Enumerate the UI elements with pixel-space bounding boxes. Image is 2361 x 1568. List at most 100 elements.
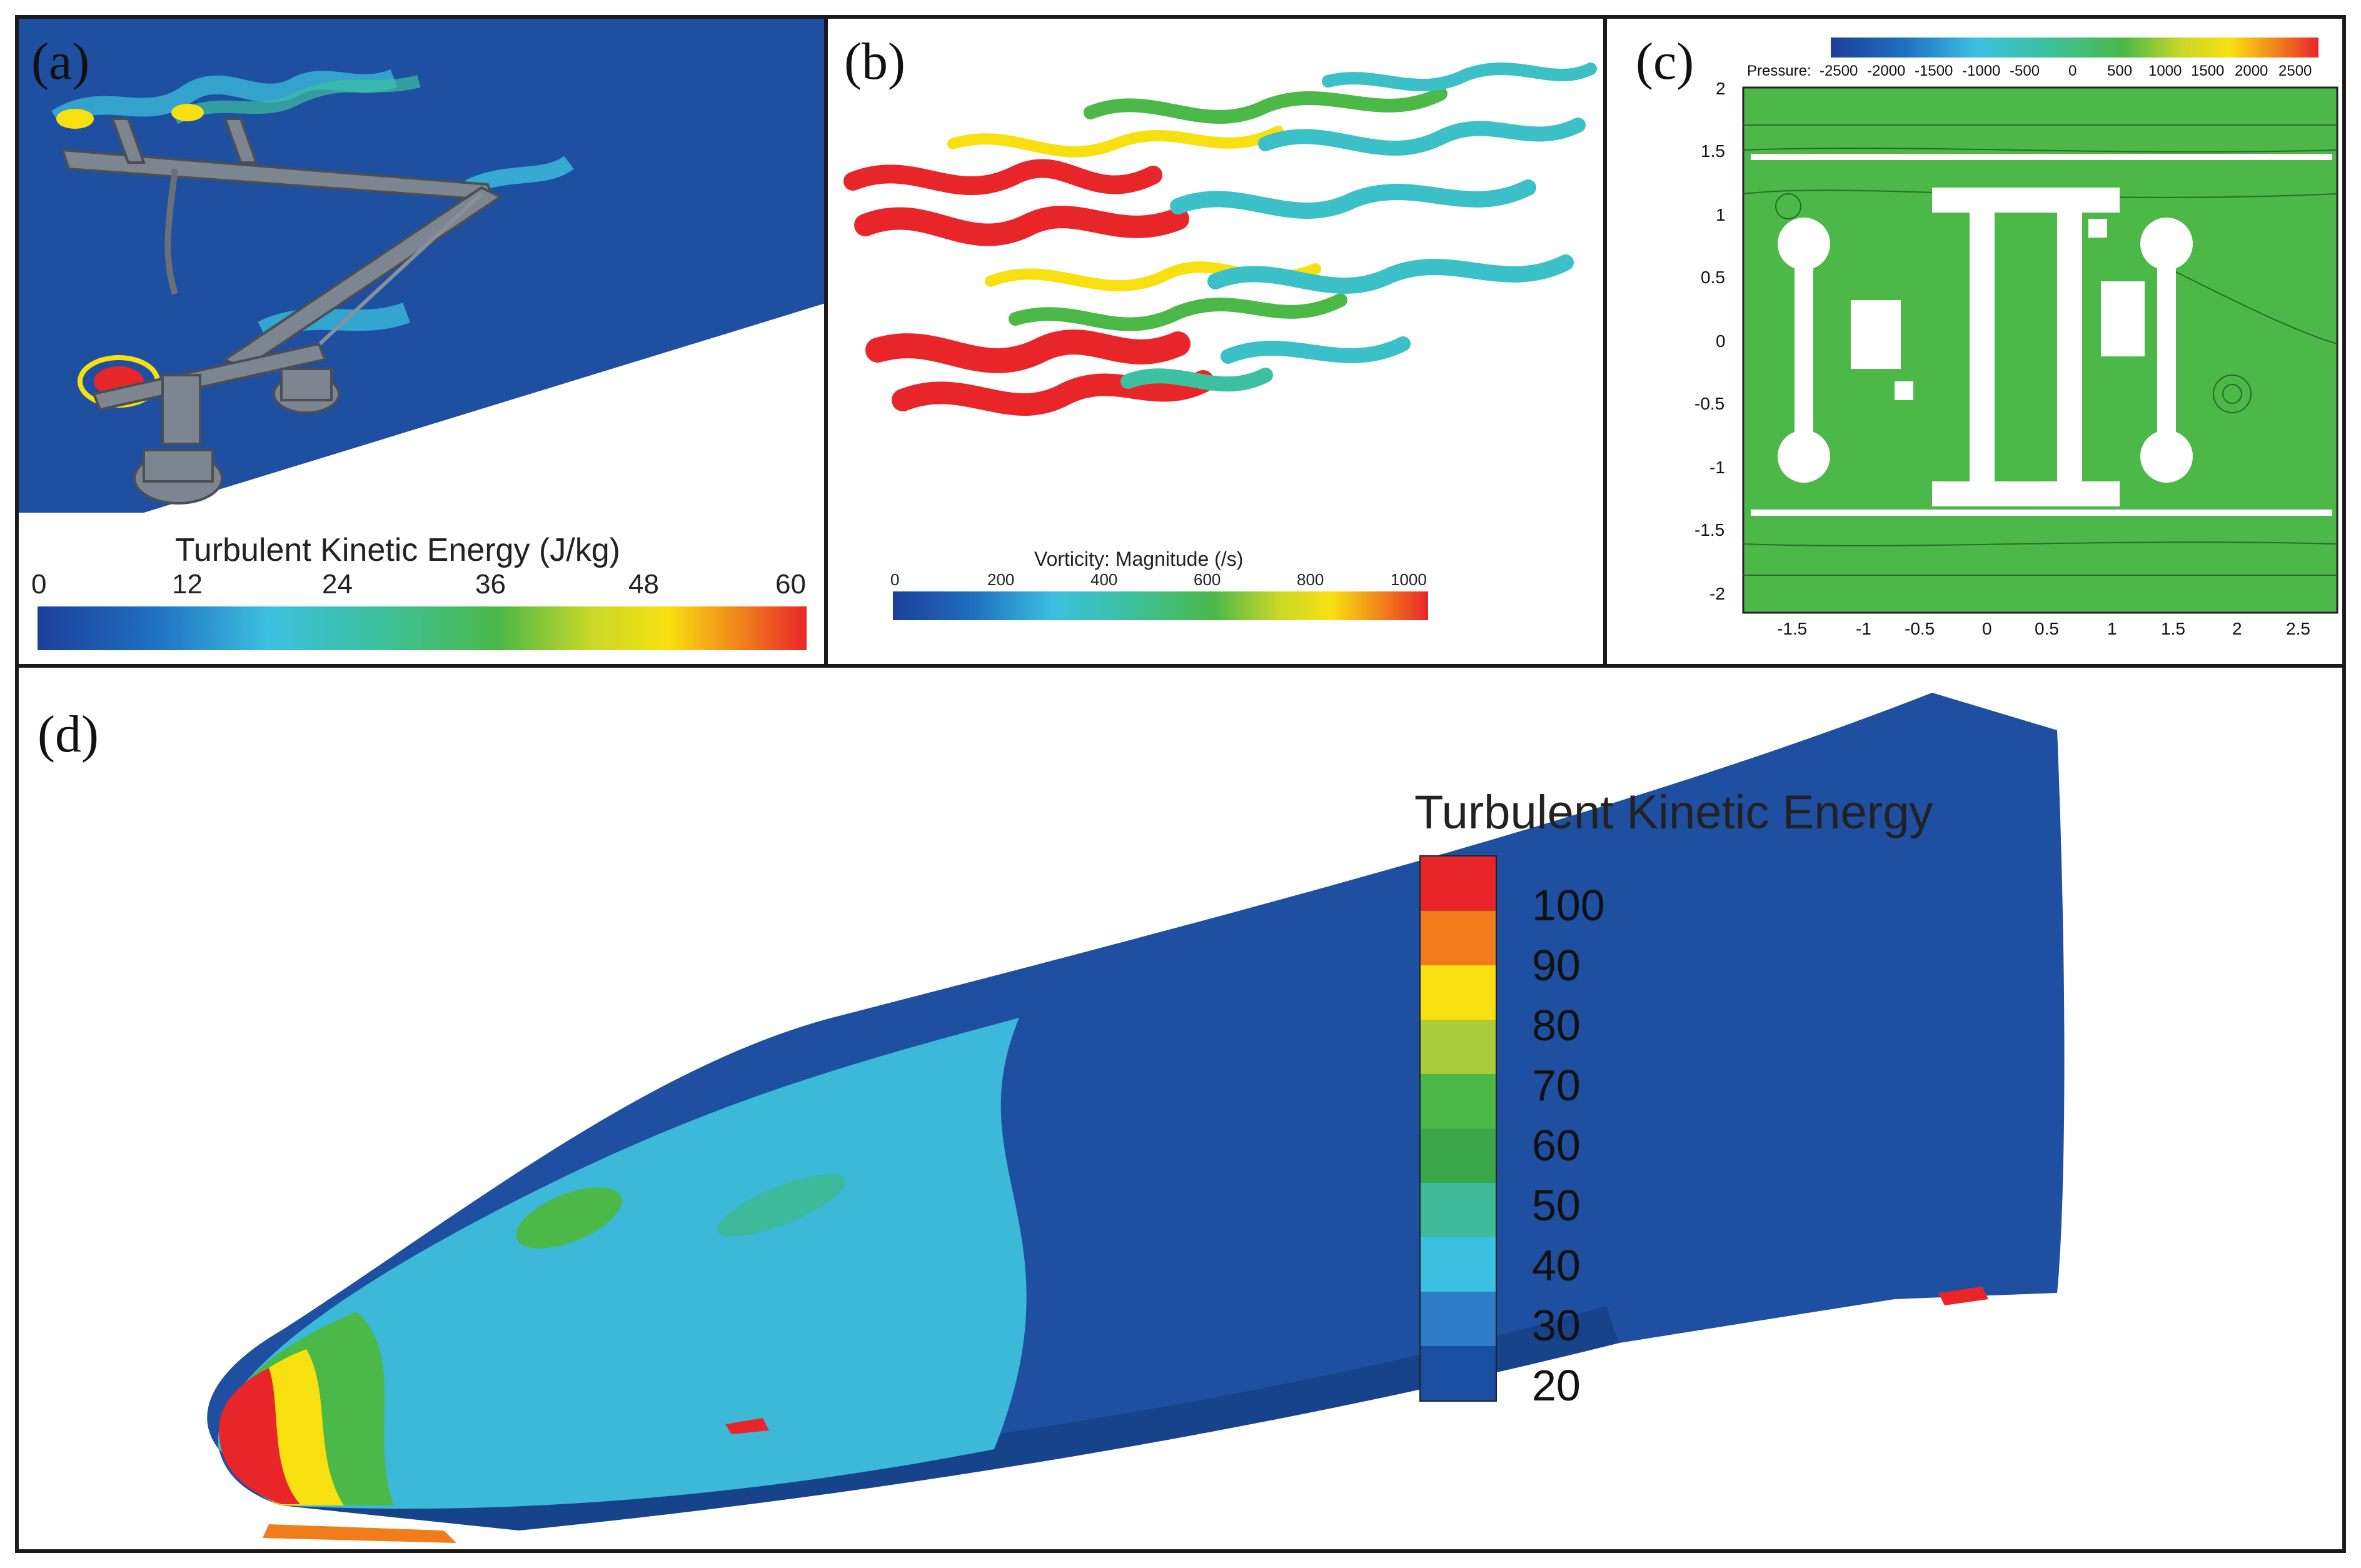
vortex-tube <box>1221 336 1411 364</box>
skirt-hotspot <box>1938 1287 1988 1305</box>
x-tick: -0.5 <box>1905 619 1935 638</box>
pantograph <box>61 118 503 505</box>
colorbar-c-tick: -500 <box>2010 63 2040 79</box>
pressure-streamline-plot <box>1742 86 2338 614</box>
colorbar-a-tick: 12 <box>172 569 203 600</box>
vortex-tube <box>1084 87 1447 124</box>
colorbar-c-prefix: Pressure: <box>1747 63 1811 79</box>
turbulence-patch <box>717 1174 846 1237</box>
x-tick: 2 <box>2232 619 2242 638</box>
y-tick: 0 <box>1716 331 1726 351</box>
y-tick: 1 <box>1716 205 1726 224</box>
legend-swatch <box>1421 1237 1496 1292</box>
y-tick: 0.5 <box>1701 268 1725 287</box>
colorbar-b-tick: 200 <box>987 570 1015 589</box>
vortex-tube <box>854 206 1189 246</box>
legend-d-value: 70 <box>1532 1061 1581 1110</box>
colorbar-c-tick: 1500 <box>2191 63 2225 79</box>
legend-swatch <box>1421 1183 1496 1237</box>
flow-plane <box>19 19 824 513</box>
legend-swatch <box>1421 1020 1496 1074</box>
legend-d-value: 50 <box>1532 1181 1581 1230</box>
streamline <box>2169 268 2338 344</box>
legend-swatch <box>1421 857 1496 911</box>
wake-plume <box>465 156 574 195</box>
vortex-tube <box>892 370 1214 416</box>
y-tick: 1.5 <box>1701 141 1725 161</box>
panel-c: (c) Pressure: -2500 -2000 -1500 -1000 -5… <box>1603 15 2346 668</box>
colorbar-c-tick: 0 <box>2068 63 2077 79</box>
y-tick: -2 <box>1709 584 1725 603</box>
vortex-tube <box>1207 254 1574 294</box>
vortex-tube <box>1009 293 1347 331</box>
y-tick: -1.5 <box>1694 520 1725 540</box>
vortex-tube <box>1322 63 1597 92</box>
vortex-core <box>1775 193 1801 219</box>
vortex-core <box>2222 384 2242 404</box>
vortex-structures-render <box>843 63 1597 416</box>
vortex-tube <box>1258 118 1586 156</box>
x-tick: 1.5 <box>2161 619 2185 638</box>
colorbar-c <box>1831 38 2318 58</box>
colorbar-a-title: Turbulent Kinetic Energy (J/kg) <box>175 532 620 568</box>
legend-d-value: 30 <box>1532 1301 1581 1350</box>
colorbar-b-tick: 600 <box>1194 570 1221 589</box>
panel-d-label: (d) <box>38 705 99 763</box>
legend-d-value: 90 <box>1532 941 1581 990</box>
legend-swatch <box>1421 1346 1496 1400</box>
legend-swatch <box>1421 1074 1496 1128</box>
panel-b: (b) Vorticity: Magnitude (/s) 0 200 400 … <box>824 15 1607 668</box>
pantograph-tke-render <box>19 19 824 513</box>
vortex-tube <box>947 126 1284 158</box>
train-head-tke-render <box>207 693 2065 1543</box>
wake-plume <box>172 75 421 124</box>
panel-d: (d) Turbulent Kinetic Energy 100 90 80 7… <box>15 664 2346 1553</box>
skirt-hotspot <box>263 1524 456 1543</box>
colorbar-a-tick: 24 <box>322 569 353 600</box>
colorbar-c-tick: 500 <box>2107 63 2133 79</box>
panel-a-label: (a) <box>31 33 90 91</box>
legend-d-title: Turbulent Kinetic Energy <box>1414 786 1933 839</box>
legend-d-value: 20 <box>1532 1361 1581 1410</box>
legend-swatch <box>1421 1128 1496 1183</box>
x-tick: 0 <box>1982 619 1992 638</box>
colorbar-a-tick: 48 <box>628 569 659 600</box>
colorbar-c-tick: -2000 <box>1867 63 1906 79</box>
turbulence-patch <box>516 1187 622 1249</box>
panel-c-label: (c) <box>1636 33 1694 91</box>
x-tick: 0.5 <box>2035 619 2059 638</box>
vortex-tube <box>843 159 1162 195</box>
colorbar-c-tick: 1000 <box>2148 63 2182 79</box>
legend-d-value: 80 <box>1532 1001 1581 1050</box>
colorbar-b <box>893 591 1428 620</box>
x-tick: 1 <box>2107 619 2117 638</box>
hot-spot <box>171 104 204 121</box>
vortex-core <box>2213 374 2252 413</box>
colorbar-c-tick: -1000 <box>1962 63 2001 79</box>
turbulence-region-red <box>219 1368 300 1504</box>
colorbar-b-tick: 0 <box>890 570 900 589</box>
legend-d-value: 40 <box>1532 1241 1581 1290</box>
legend-swatch <box>1421 965 1496 1020</box>
vortex-tube <box>865 329 1191 373</box>
vortex-tube <box>1170 179 1536 219</box>
colorbar-b-title: Vorticity: Magnitude (/s) <box>1034 548 1244 570</box>
colorbar-b-tick: 400 <box>1090 570 1118 589</box>
legend-d-value: 100 <box>1532 881 1605 930</box>
y-tick: 2 <box>1716 79 1726 98</box>
panel-a: (a) Turbulent Kinetic Energy (J/kg) 0 12… <box>15 15 828 668</box>
y-tick: -0.5 <box>1694 394 1725 413</box>
colorbar-c-tick: -1500 <box>1915 63 1953 79</box>
vortex-tube <box>1120 368 1273 392</box>
colorbar-c-tick: -2500 <box>1820 63 1858 79</box>
y-tick: -1 <box>1709 458 1725 477</box>
colorbar-b-tick: 1000 <box>1391 570 1427 589</box>
hot-spot <box>56 109 94 129</box>
colorbar-a-tick: 36 <box>475 569 506 600</box>
colorbar-c-tick: 2000 <box>2235 63 2268 79</box>
colorbar-b-tick: 800 <box>1297 570 1324 589</box>
x-tick: -1.5 <box>1777 619 1808 638</box>
legend-swatch <box>1421 1292 1496 1346</box>
pressure-field <box>1742 86 2338 614</box>
legend-d-value: 60 <box>1532 1121 1581 1170</box>
